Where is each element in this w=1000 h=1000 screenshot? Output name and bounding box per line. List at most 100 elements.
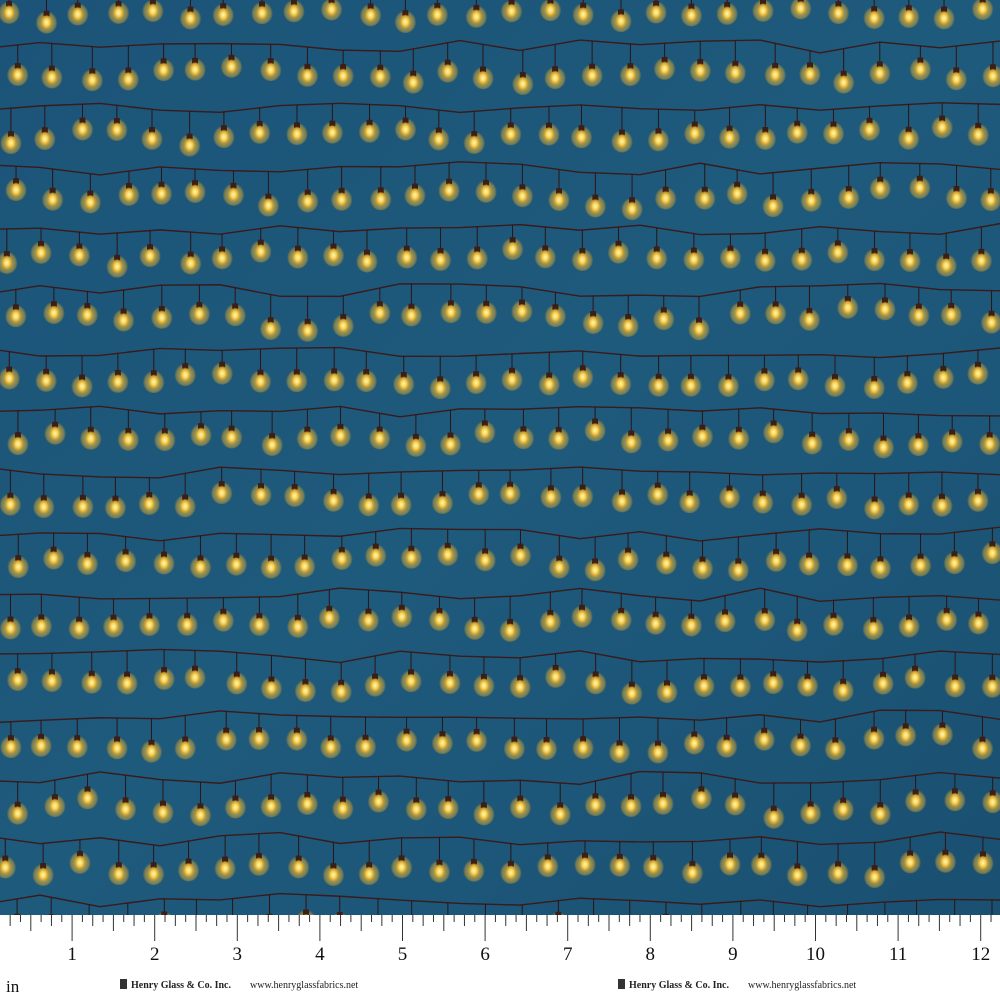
bulb (73, 246, 86, 262)
bulb (301, 795, 314, 811)
bulb (336, 800, 349, 816)
bulb (143, 616, 156, 632)
bulb (81, 306, 94, 322)
bulb (335, 550, 348, 566)
bulb (291, 249, 304, 265)
bulb (622, 317, 635, 333)
bulb (949, 678, 962, 694)
bulb (144, 247, 157, 263)
bulb (179, 366, 192, 382)
bulb (935, 497, 948, 513)
bulb (589, 561, 602, 577)
bulb (770, 552, 783, 568)
bulb (290, 731, 303, 747)
bulb (804, 804, 817, 820)
bulb (11, 66, 24, 82)
bulb (734, 305, 747, 321)
bulb (122, 186, 135, 202)
bulb (441, 63, 454, 79)
bulb (516, 75, 529, 91)
bulb (76, 377, 89, 393)
wire (0, 587, 1000, 603)
bulb (40, 14, 53, 30)
bulb (179, 739, 192, 755)
bulb (227, 186, 240, 202)
bulb (759, 130, 772, 146)
bulb (759, 252, 772, 268)
bulb (986, 544, 999, 560)
wire (0, 405, 1000, 418)
bulb (832, 4, 845, 20)
bulb (110, 121, 123, 137)
bulb (399, 13, 412, 29)
bulb (143, 495, 156, 511)
bulb (146, 2, 159, 18)
bulb (374, 68, 387, 84)
bulb (720, 738, 733, 754)
bulb (662, 432, 675, 448)
bulb (758, 371, 771, 387)
bulb (827, 616, 840, 632)
ruler-number: 1 (67, 944, 77, 965)
bulb (731, 185, 744, 201)
ruler-unit: in (6, 977, 20, 996)
bulb (301, 322, 314, 338)
bulb (45, 69, 58, 85)
bulb (912, 307, 925, 323)
bulb (73, 620, 86, 636)
bulb (553, 559, 566, 575)
ruler-number: 9 (728, 944, 738, 965)
bulb (217, 6, 230, 22)
bulb (395, 496, 408, 512)
wire (0, 282, 1000, 298)
bulb (436, 494, 449, 510)
bulb (4, 619, 17, 635)
bulb (514, 678, 527, 694)
bulb (85, 674, 98, 690)
bulb (936, 726, 949, 742)
bulb (265, 797, 278, 813)
wire (0, 709, 1000, 723)
bulb (767, 809, 780, 825)
bulb (215, 484, 228, 500)
bulb (504, 864, 517, 880)
bulb (791, 866, 804, 882)
bulb (287, 2, 300, 18)
ruler (0, 915, 1000, 1000)
bulb (904, 853, 917, 869)
bulb (111, 373, 124, 389)
bulb (253, 124, 266, 140)
bulb (225, 428, 238, 444)
bulb (327, 866, 340, 882)
bulb (0, 859, 12, 875)
bulb (468, 134, 481, 150)
bulb (37, 866, 50, 882)
bulb (803, 65, 816, 81)
bulb (112, 865, 125, 881)
bulb (323, 609, 336, 625)
bulb (805, 192, 818, 208)
bulb (985, 314, 998, 330)
bulb (334, 427, 347, 443)
bulb (217, 612, 230, 628)
bulb (795, 251, 808, 267)
bulb (400, 732, 413, 748)
bulb (984, 191, 997, 207)
bulb (877, 438, 890, 454)
ruler-number: 10 (806, 944, 825, 965)
bulb (806, 435, 819, 451)
bulb (477, 805, 490, 821)
bulb (35, 617, 48, 633)
bulb (122, 71, 135, 87)
bulb (683, 493, 696, 509)
bulb (874, 559, 887, 575)
bulb (756, 494, 769, 510)
bulb (938, 9, 951, 25)
bulb (729, 796, 742, 812)
bulb (589, 796, 602, 812)
bulb (913, 179, 926, 195)
bulb (504, 125, 517, 141)
bulb (292, 858, 305, 874)
bulb (363, 865, 376, 881)
bulb (11, 805, 24, 821)
